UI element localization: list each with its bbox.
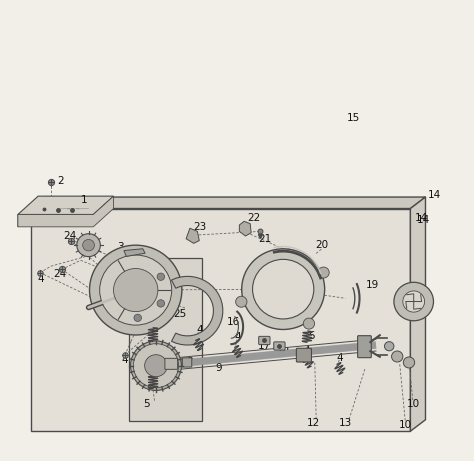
Circle shape: [242, 249, 325, 330]
Text: 16: 16: [227, 317, 240, 327]
FancyBboxPatch shape: [259, 337, 270, 344]
Text: 17: 17: [258, 341, 271, 351]
Circle shape: [253, 260, 314, 319]
Polygon shape: [18, 196, 114, 214]
Circle shape: [134, 314, 141, 321]
Text: 26: 26: [417, 298, 430, 308]
Text: 14: 14: [417, 215, 430, 225]
Circle shape: [394, 282, 434, 321]
Polygon shape: [31, 197, 426, 208]
Circle shape: [236, 296, 247, 307]
Text: 5: 5: [308, 331, 315, 341]
Circle shape: [130, 341, 182, 390]
Text: 14: 14: [428, 190, 441, 200]
FancyBboxPatch shape: [296, 348, 311, 362]
Circle shape: [145, 355, 167, 377]
Text: 4: 4: [235, 332, 241, 342]
Text: 10: 10: [399, 420, 412, 430]
FancyBboxPatch shape: [274, 342, 285, 350]
Text: 19: 19: [366, 280, 379, 290]
Text: 1: 1: [81, 195, 87, 205]
Text: 4: 4: [303, 346, 310, 355]
Text: 10: 10: [407, 399, 420, 409]
Polygon shape: [128, 258, 201, 420]
Text: 22: 22: [247, 213, 260, 223]
Text: 4: 4: [337, 353, 343, 363]
Polygon shape: [239, 221, 251, 236]
Text: 8: 8: [187, 357, 193, 367]
Circle shape: [403, 291, 425, 312]
Text: 23: 23: [193, 222, 207, 232]
FancyBboxPatch shape: [165, 358, 178, 369]
Polygon shape: [172, 276, 223, 345]
Text: 12: 12: [307, 418, 320, 428]
Circle shape: [384, 342, 394, 351]
Circle shape: [82, 239, 94, 251]
FancyBboxPatch shape: [182, 358, 192, 367]
Text: 14: 14: [415, 213, 428, 223]
Circle shape: [318, 267, 329, 278]
Text: 2: 2: [57, 176, 64, 186]
Text: 7: 7: [164, 355, 171, 366]
Text: 4: 4: [121, 355, 128, 365]
Circle shape: [403, 357, 415, 368]
Text: 21: 21: [259, 234, 272, 244]
Text: 6: 6: [169, 353, 176, 363]
Text: 4: 4: [37, 274, 44, 284]
Polygon shape: [410, 197, 426, 431]
Polygon shape: [124, 249, 145, 256]
Text: 5: 5: [143, 310, 150, 320]
Polygon shape: [18, 196, 114, 227]
Text: 13: 13: [339, 418, 352, 428]
FancyBboxPatch shape: [357, 336, 371, 358]
Text: 4: 4: [197, 325, 203, 336]
Text: 24: 24: [54, 269, 67, 279]
Circle shape: [77, 234, 100, 257]
Polygon shape: [18, 214, 32, 227]
Text: 25: 25: [173, 309, 186, 319]
Text: 18: 18: [276, 347, 290, 357]
Text: 15: 15: [347, 113, 361, 123]
Text: 3: 3: [117, 242, 123, 252]
Circle shape: [157, 273, 164, 280]
Circle shape: [100, 255, 172, 325]
Circle shape: [113, 268, 158, 312]
Text: 5: 5: [143, 399, 150, 409]
Circle shape: [133, 344, 179, 388]
Polygon shape: [186, 228, 199, 243]
Text: 9: 9: [216, 363, 222, 373]
Text: 24: 24: [63, 231, 76, 241]
Circle shape: [157, 300, 164, 307]
Text: 20: 20: [315, 240, 328, 250]
Circle shape: [392, 351, 403, 362]
Polygon shape: [31, 208, 410, 431]
Circle shape: [303, 318, 315, 329]
Circle shape: [90, 245, 182, 335]
